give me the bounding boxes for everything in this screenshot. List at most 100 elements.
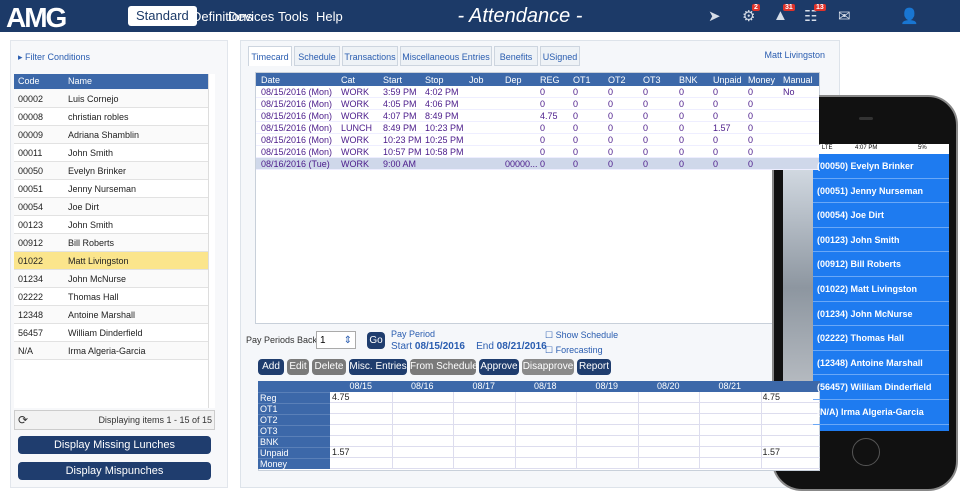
left-button[interactable]: Display Mispunches (18, 462, 211, 480)
periods-back-input[interactable]: 1 ⇕ (316, 331, 356, 349)
timecard-col-header[interactable]: Manual (783, 75, 813, 85)
timecard-cell: 8:49 PM (383, 123, 417, 133)
employee-row[interactable] (14, 252, 208, 270)
left-col-header[interactable]: Code (18, 76, 40, 86)
summary-row-line (330, 457, 820, 458)
timecard-row[interactable] (256, 134, 819, 146)
periods-back-value: 1 (320, 335, 326, 346)
filter-toggle[interactable]: ▸ Filter Conditions (18, 52, 91, 62)
timecard-cell: 4:07 PM (383, 111, 417, 121)
employee-row[interactable] (14, 198, 208, 216)
timecard-header (256, 73, 819, 86)
summary-col-line (576, 392, 577, 469)
phone-list-item[interactable]: (00051) Jenny Nurseman (813, 179, 949, 204)
period-range: Start 08/15/2016 End 08/21/2016 (391, 341, 547, 352)
timecard-col-header[interactable]: BNK (679, 75, 698, 85)
tab[interactable]: Transactions (342, 46, 398, 66)
timecard-row[interactable] (256, 110, 819, 122)
timecard-cell: 3:59 PM (383, 87, 417, 97)
employee-cell: N/A (18, 346, 34, 356)
timecard-cell: 0 (679, 159, 685, 169)
tab[interactable]: Timecard (248, 46, 292, 66)
action-button[interactable]: Misc. Entries (349, 359, 407, 375)
left-button[interactable]: Display Missing Lunches (18, 436, 211, 454)
nav-icon[interactable]: ➤ (708, 8, 721, 25)
employee-row[interactable] (14, 126, 208, 144)
timecard-col-header[interactable]: Money (748, 75, 776, 85)
phone-list-item[interactable]: (01234) John McNurse (813, 302, 949, 327)
nav-icon[interactable]: ⚙ (742, 8, 756, 25)
timecard-col-header[interactable]: Date (261, 75, 281, 85)
go-button[interactable]: Go (367, 332, 385, 349)
employee-row[interactable] (14, 162, 208, 180)
phone-list-item[interactable]: (12348) Antoine Marshall (813, 351, 949, 376)
timecard-row[interactable] (256, 158, 819, 170)
timecard-col-header[interactable]: REG (540, 75, 560, 85)
action-button[interactable]: From Schedule (410, 359, 478, 375)
left-col-header[interactable]: Name (68, 76, 93, 86)
forecasting[interactable]: ☐ Forecasting (545, 345, 603, 355)
timecard-col-header[interactable]: Unpaid (713, 75, 742, 85)
employee-row[interactable] (14, 234, 208, 252)
timecard-col-header[interactable]: OT2 (608, 75, 626, 85)
employee-row[interactable] (14, 216, 208, 234)
phone-list-item[interactable]: (01022) Matt Livingston (813, 277, 949, 302)
employee-row[interactable] (14, 144, 208, 162)
tab[interactable]: USigned (540, 46, 580, 66)
nav-icon[interactable]: ✉ (838, 8, 851, 25)
employee-row[interactable] (14, 108, 208, 126)
phone-list-item[interactable]: (00123) John Smith (813, 228, 949, 253)
action-button[interactable]: Report (577, 359, 611, 375)
employee-row[interactable] (14, 288, 208, 306)
timecard-col-header[interactable]: Stop (425, 75, 444, 85)
employee-row[interactable] (14, 270, 208, 288)
action-button[interactable]: Delete (312, 359, 346, 375)
badge: 31 (783, 4, 795, 11)
tab[interactable]: Miscellaneous Entries (400, 46, 492, 66)
phone-list-item[interactable]: (56457) William Dinderfield (813, 375, 949, 400)
timecard-cell: 0 (608, 123, 614, 133)
timecard-row[interactable] (256, 86, 819, 98)
nav-menu-item[interactable]: Definitions (192, 9, 253, 24)
tab[interactable]: Benefits (494, 46, 538, 66)
timecard-row[interactable] (256, 98, 819, 110)
action-button[interactable]: Approve (479, 359, 519, 375)
nav-icon[interactable]: ▲ (773, 7, 788, 24)
home-button[interactable] (852, 438, 880, 466)
timecard-col-header[interactable]: Start (383, 75, 403, 85)
employee-row[interactable] (14, 90, 208, 108)
timecard-col-header[interactable]: Dep (505, 75, 522, 85)
employee-row[interactable] (14, 342, 208, 360)
phone-list-item[interactable]: (00912) Bill Roberts (813, 252, 949, 277)
page-title: - Attendance - (457, 5, 583, 27)
tab[interactable]: Schedule (294, 46, 340, 66)
phone-list-item[interactable]: (00050) Evelyn Brinker (813, 154, 949, 179)
action-button[interactable]: Edit (287, 359, 309, 375)
employee-row[interactable] (14, 306, 208, 324)
nav-menu-item[interactable]: Help (316, 9, 343, 24)
employee-row[interactable] (14, 324, 208, 342)
nav-icon[interactable]: ☷ (804, 8, 818, 25)
phone-list-item[interactable]: (02222) Thomas Hall (813, 326, 949, 351)
employee-row[interactable] (14, 180, 208, 198)
timecard-col-header[interactable]: Cat (341, 75, 356, 85)
phone-list-item[interactable]: (N/A) Irma Algeria-Garcia (813, 400, 949, 425)
nav-menu-item[interactable]: Devices (228, 9, 275, 24)
timecard-col-header[interactable]: Job (469, 75, 484, 85)
refresh-icon[interactable]: ⟳ (18, 413, 29, 427)
timecard-cell: WORK (341, 135, 369, 145)
nav-menu-item[interactable]: Tools (278, 9, 309, 24)
timecard-row[interactable] (256, 146, 819, 158)
action-button[interactable]: Add (258, 359, 284, 375)
timecard-cell: 0 (608, 87, 614, 97)
timecard-col-header[interactable]: OT1 (573, 75, 591, 85)
nav-icon[interactable]: 👤 (900, 8, 919, 25)
nav-menu-item[interactable]: Standard (128, 6, 197, 26)
timecard-cell: 0 (748, 159, 754, 169)
timecard-col-header[interactable]: OT3 (643, 75, 661, 85)
timecard-cell: 0 (748, 135, 754, 145)
show-schedule[interactable]: ☐ Show Schedule (545, 330, 619, 340)
phone-list-item[interactable]: (00054) Joe Dirt (813, 203, 949, 228)
action-button[interactable]: Disapprove (522, 359, 574, 375)
timecard-row[interactable] (256, 122, 819, 134)
